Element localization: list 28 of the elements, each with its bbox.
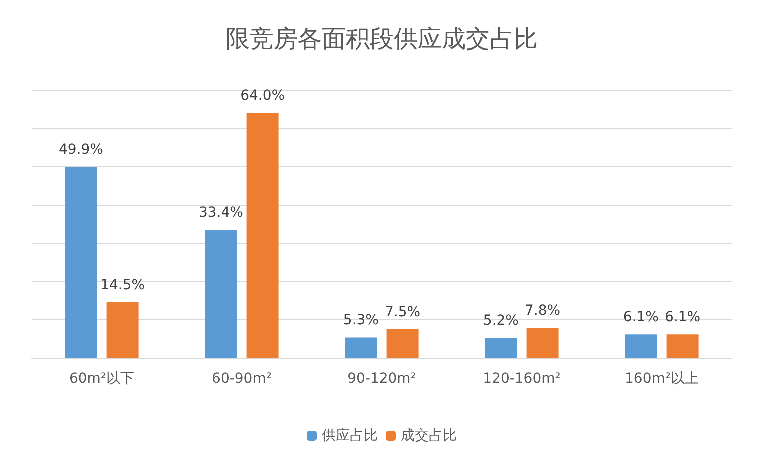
data-label: 6.1% (623, 310, 659, 326)
x-tick-label: 160m²以上 (625, 371, 699, 387)
data-label: 5.3% (343, 312, 379, 329)
bar (65, 166, 98, 358)
x-tick-label: 90-120m² (348, 371, 416, 387)
data-label: 14.5% (100, 277, 146, 294)
legend-label: 供应占比 (322, 428, 378, 444)
chart-title: 限竞房各面积段供应成交占比 (226, 25, 538, 53)
data-label: 49.9% (58, 142, 104, 158)
bar (246, 112, 279, 358)
x-tick-label: 60-90m² (212, 371, 272, 387)
data-label: 7.5% (385, 304, 421, 320)
data-label: 6.1% (665, 310, 701, 326)
bar (345, 338, 378, 358)
legend-label: 成交占比 (401, 428, 457, 444)
data-label: 64.0% (240, 88, 286, 104)
data-label: 33.4% (198, 205, 244, 222)
data-label: 5.2% (483, 313, 519, 330)
bar (666, 334, 699, 358)
data-label: 7.8% (525, 303, 561, 320)
bar (526, 328, 559, 358)
bar (386, 329, 419, 358)
x-tick-label: 120-160m² (483, 371, 561, 387)
bar (485, 338, 518, 358)
bar (205, 230, 238, 358)
bar (625, 334, 658, 358)
bar (106, 302, 139, 358)
x-tick-label: 60m²以下 (69, 371, 135, 387)
